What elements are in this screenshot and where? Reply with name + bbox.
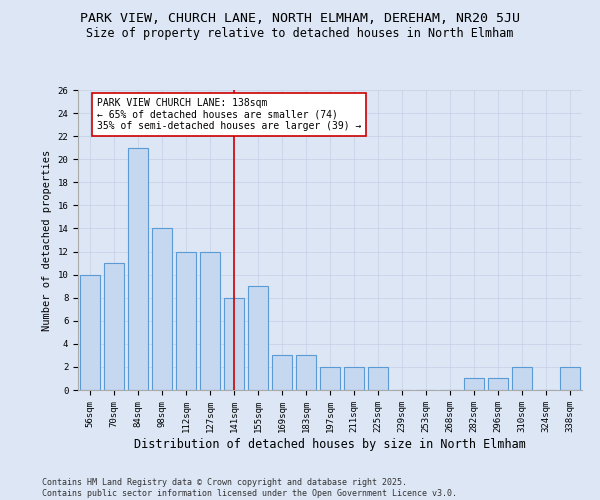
Bar bbox=[224, 298, 244, 390]
Bar bbox=[104, 263, 124, 390]
Bar bbox=[152, 228, 172, 390]
Bar bbox=[296, 356, 316, 390]
Bar bbox=[80, 274, 100, 390]
Bar bbox=[344, 367, 364, 390]
X-axis label: Distribution of detached houses by size in North Elmham: Distribution of detached houses by size … bbox=[134, 438, 526, 450]
Text: Contains HM Land Registry data © Crown copyright and database right 2025.
Contai: Contains HM Land Registry data © Crown c… bbox=[42, 478, 457, 498]
Text: Size of property relative to detached houses in North Elmham: Size of property relative to detached ho… bbox=[86, 28, 514, 40]
Bar bbox=[512, 367, 532, 390]
Y-axis label: Number of detached properties: Number of detached properties bbox=[42, 150, 52, 330]
Text: PARK VIEW, CHURCH LANE, NORTH ELMHAM, DEREHAM, NR20 5JU: PARK VIEW, CHURCH LANE, NORTH ELMHAM, DE… bbox=[80, 12, 520, 26]
Bar bbox=[320, 367, 340, 390]
Bar bbox=[200, 252, 220, 390]
Bar bbox=[272, 356, 292, 390]
Bar bbox=[560, 367, 580, 390]
Bar bbox=[248, 286, 268, 390]
Text: PARK VIEW CHURCH LANE: 138sqm
← 65% of detached houses are smaller (74)
35% of s: PARK VIEW CHURCH LANE: 138sqm ← 65% of d… bbox=[97, 98, 362, 132]
Bar bbox=[368, 367, 388, 390]
Bar bbox=[488, 378, 508, 390]
Bar bbox=[464, 378, 484, 390]
Bar bbox=[176, 252, 196, 390]
Bar bbox=[128, 148, 148, 390]
